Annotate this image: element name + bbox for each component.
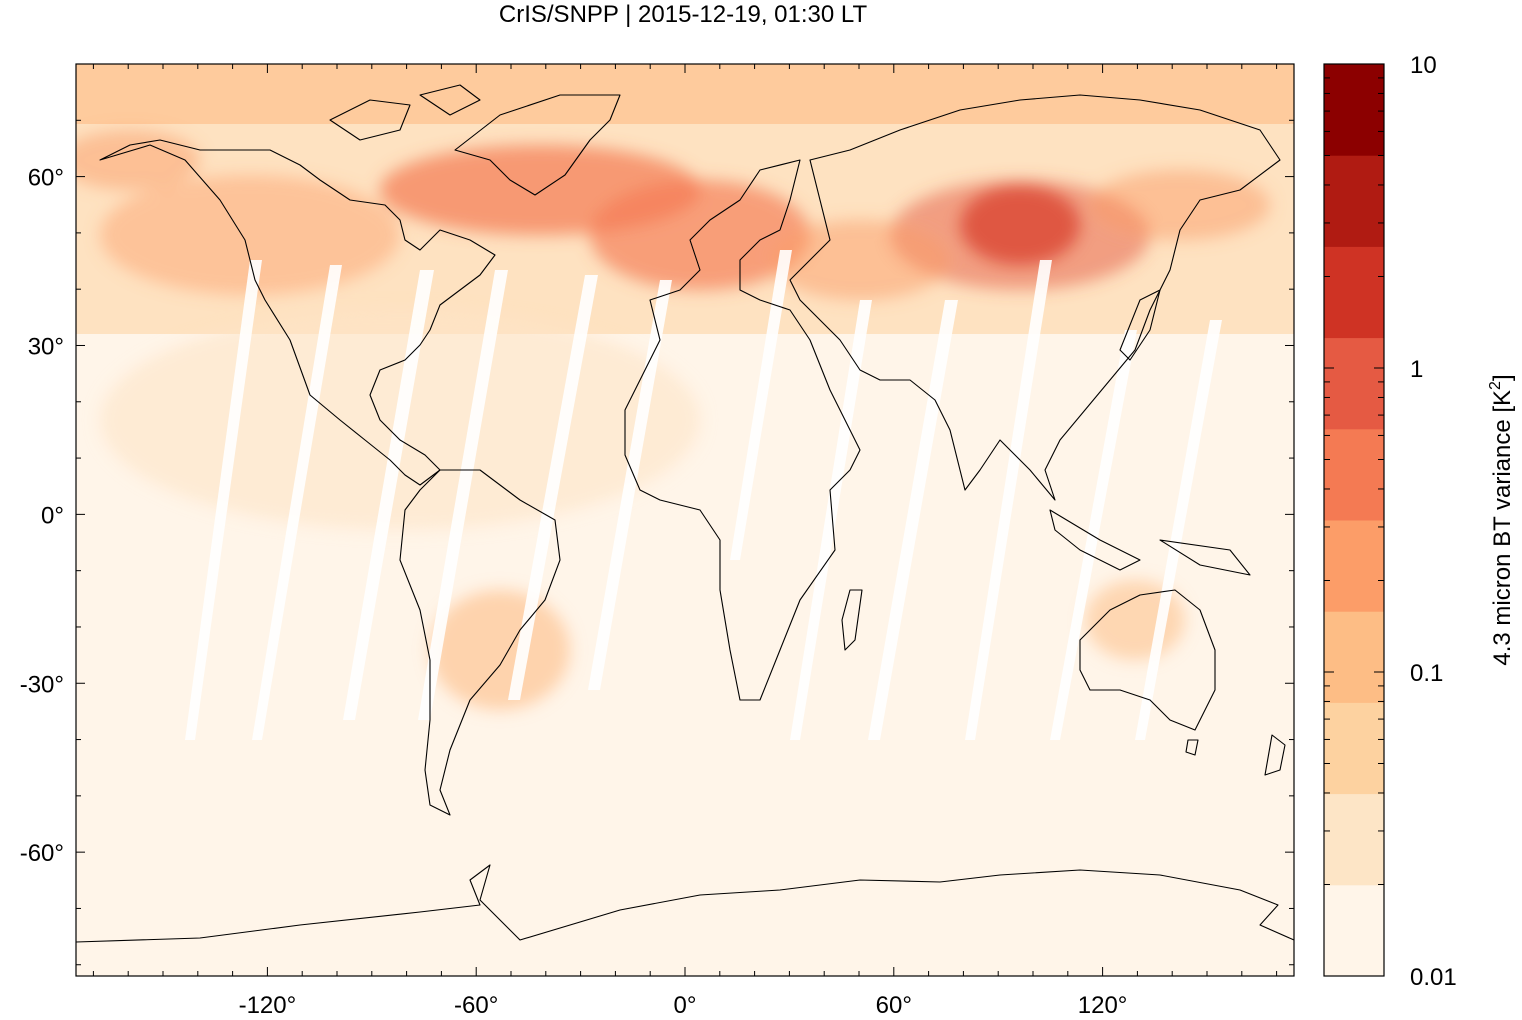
variance-field bbox=[76, 64, 1294, 943]
colorbar-band bbox=[1324, 337, 1384, 430]
colorbar-band bbox=[1324, 64, 1384, 156]
colorbar: 10 1 0.1 0.01 4.3 micron BT variance [K2] bbox=[1323, 52, 1516, 991]
x-axis: -120° -60° 0° 60° 120° bbox=[239, 992, 1128, 1019]
y-tick-label: 60° bbox=[28, 165, 64, 192]
swath-gaps bbox=[185, 250, 1222, 740]
y-axis: 60° 30° 0° -30° -60° bbox=[20, 165, 64, 868]
colorbar-band bbox=[1324, 884, 1384, 977]
y-tick-label: 30° bbox=[28, 333, 64, 360]
colorbar-band bbox=[1324, 246, 1384, 339]
colorbar-band bbox=[1324, 520, 1384, 612]
colorbar-label: 4.3 micron BT variance [K2] bbox=[1487, 374, 1516, 665]
colorbar-label-end: ] bbox=[1489, 374, 1516, 381]
x-tick-label: 120° bbox=[1078, 992, 1128, 1019]
colorbar-tick-label: 10 bbox=[1410, 52, 1437, 79]
colorbar-band bbox=[1324, 611, 1384, 703]
x-tick-label: -60° bbox=[454, 992, 498, 1019]
colorbar-tick-label: 1 bbox=[1410, 356, 1423, 383]
colorbar-band bbox=[1324, 428, 1384, 521]
colorbar-bands bbox=[1324, 64, 1384, 977]
y-tick-label: -60° bbox=[20, 840, 64, 867]
coastlines bbox=[76, 84, 1294, 943]
colorbar-label-sup: 2 bbox=[1487, 381, 1504, 390]
colorbar-frame bbox=[1323, 63, 1385, 977]
colorbar-tick-label: 0.01 bbox=[1410, 964, 1457, 991]
colorbar-label-main: 4.3 micron BT variance [K bbox=[1489, 390, 1516, 666]
colorbar-band bbox=[1324, 155, 1384, 247]
x-tick-label: -120° bbox=[239, 992, 297, 1019]
colorbar-band bbox=[1324, 702, 1384, 795]
minor-ticks bbox=[76, 63, 1294, 976]
figure-title: CrIS/SNPP | 2015-12-19, 01:30 LT bbox=[499, 1, 868, 28]
y-tick-label: -30° bbox=[20, 671, 64, 698]
y-tick-label: 0° bbox=[41, 502, 64, 529]
colorbar-ticks bbox=[1324, 77, 1384, 977]
x-tick-label: 60° bbox=[876, 992, 912, 1019]
colorbar-band bbox=[1324, 793, 1384, 886]
map-plot-area: -120° -60° 0° 60° 120° 60° 30° 0° -30° -60° bbox=[20, 63, 1295, 1019]
x-tick-label: 0° bbox=[674, 992, 697, 1019]
colorbar-tick-labels: 10 1 0.1 0.01 bbox=[1410, 52, 1457, 991]
colorbar-tick-label: 0.1 bbox=[1410, 660, 1443, 687]
